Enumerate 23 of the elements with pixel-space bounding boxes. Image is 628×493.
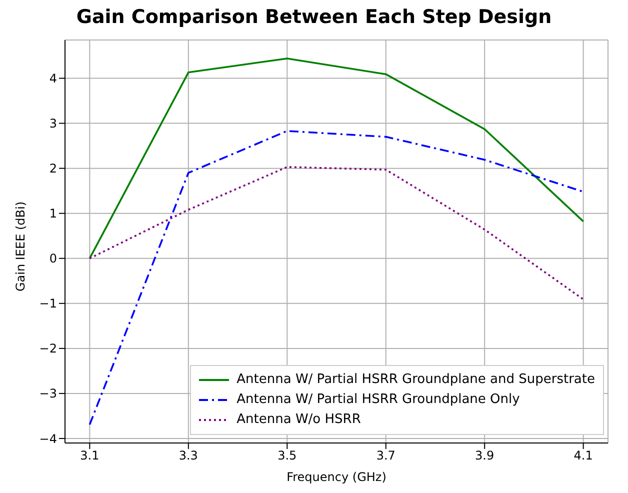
y-tick-label: 3 — [49, 116, 57, 131]
line-series — [88, 58, 584, 260]
y-tick-label: 0 — [49, 252, 57, 266]
line-series — [88, 166, 584, 300]
x-tick-label: 3.9 — [475, 448, 494, 463]
x-tick-label: 3.7 — [376, 448, 396, 463]
x-tick-label: 3.5 — [278, 448, 297, 463]
chart-title: Gain Comparison Between Each Step Design — [75, 5, 553, 30]
y-tick-label: 4 — [49, 72, 57, 86]
legend-label: Antenna W/ Partial HSRR Groundplane Only — [236, 391, 520, 409]
x-axis-title: Frequency (GHz) — [286, 470, 386, 484]
x-tick-label: 4.1 — [574, 448, 593, 463]
y-tick-label: 1 — [49, 206, 57, 221]
y-tick-label: −1 — [39, 296, 57, 311]
legend-label: Antenna W/o HSRR — [236, 411, 361, 429]
y-axis-title: Gain IEEE (dBi) — [13, 201, 28, 292]
y-tick-label: −2 — [39, 342, 57, 356]
y-tick-label: 2 — [49, 162, 57, 176]
y-tick-label: −4 — [39, 432, 57, 446]
legend-label: Antenna W/ Partial HSRR Groundplane and Superstrate — [236, 371, 595, 389]
y-tick-label: −3 — [39, 386, 57, 401]
x-tick-label: 3.1 — [80, 448, 100, 463]
x-tick-label: 3.3 — [178, 448, 198, 463]
